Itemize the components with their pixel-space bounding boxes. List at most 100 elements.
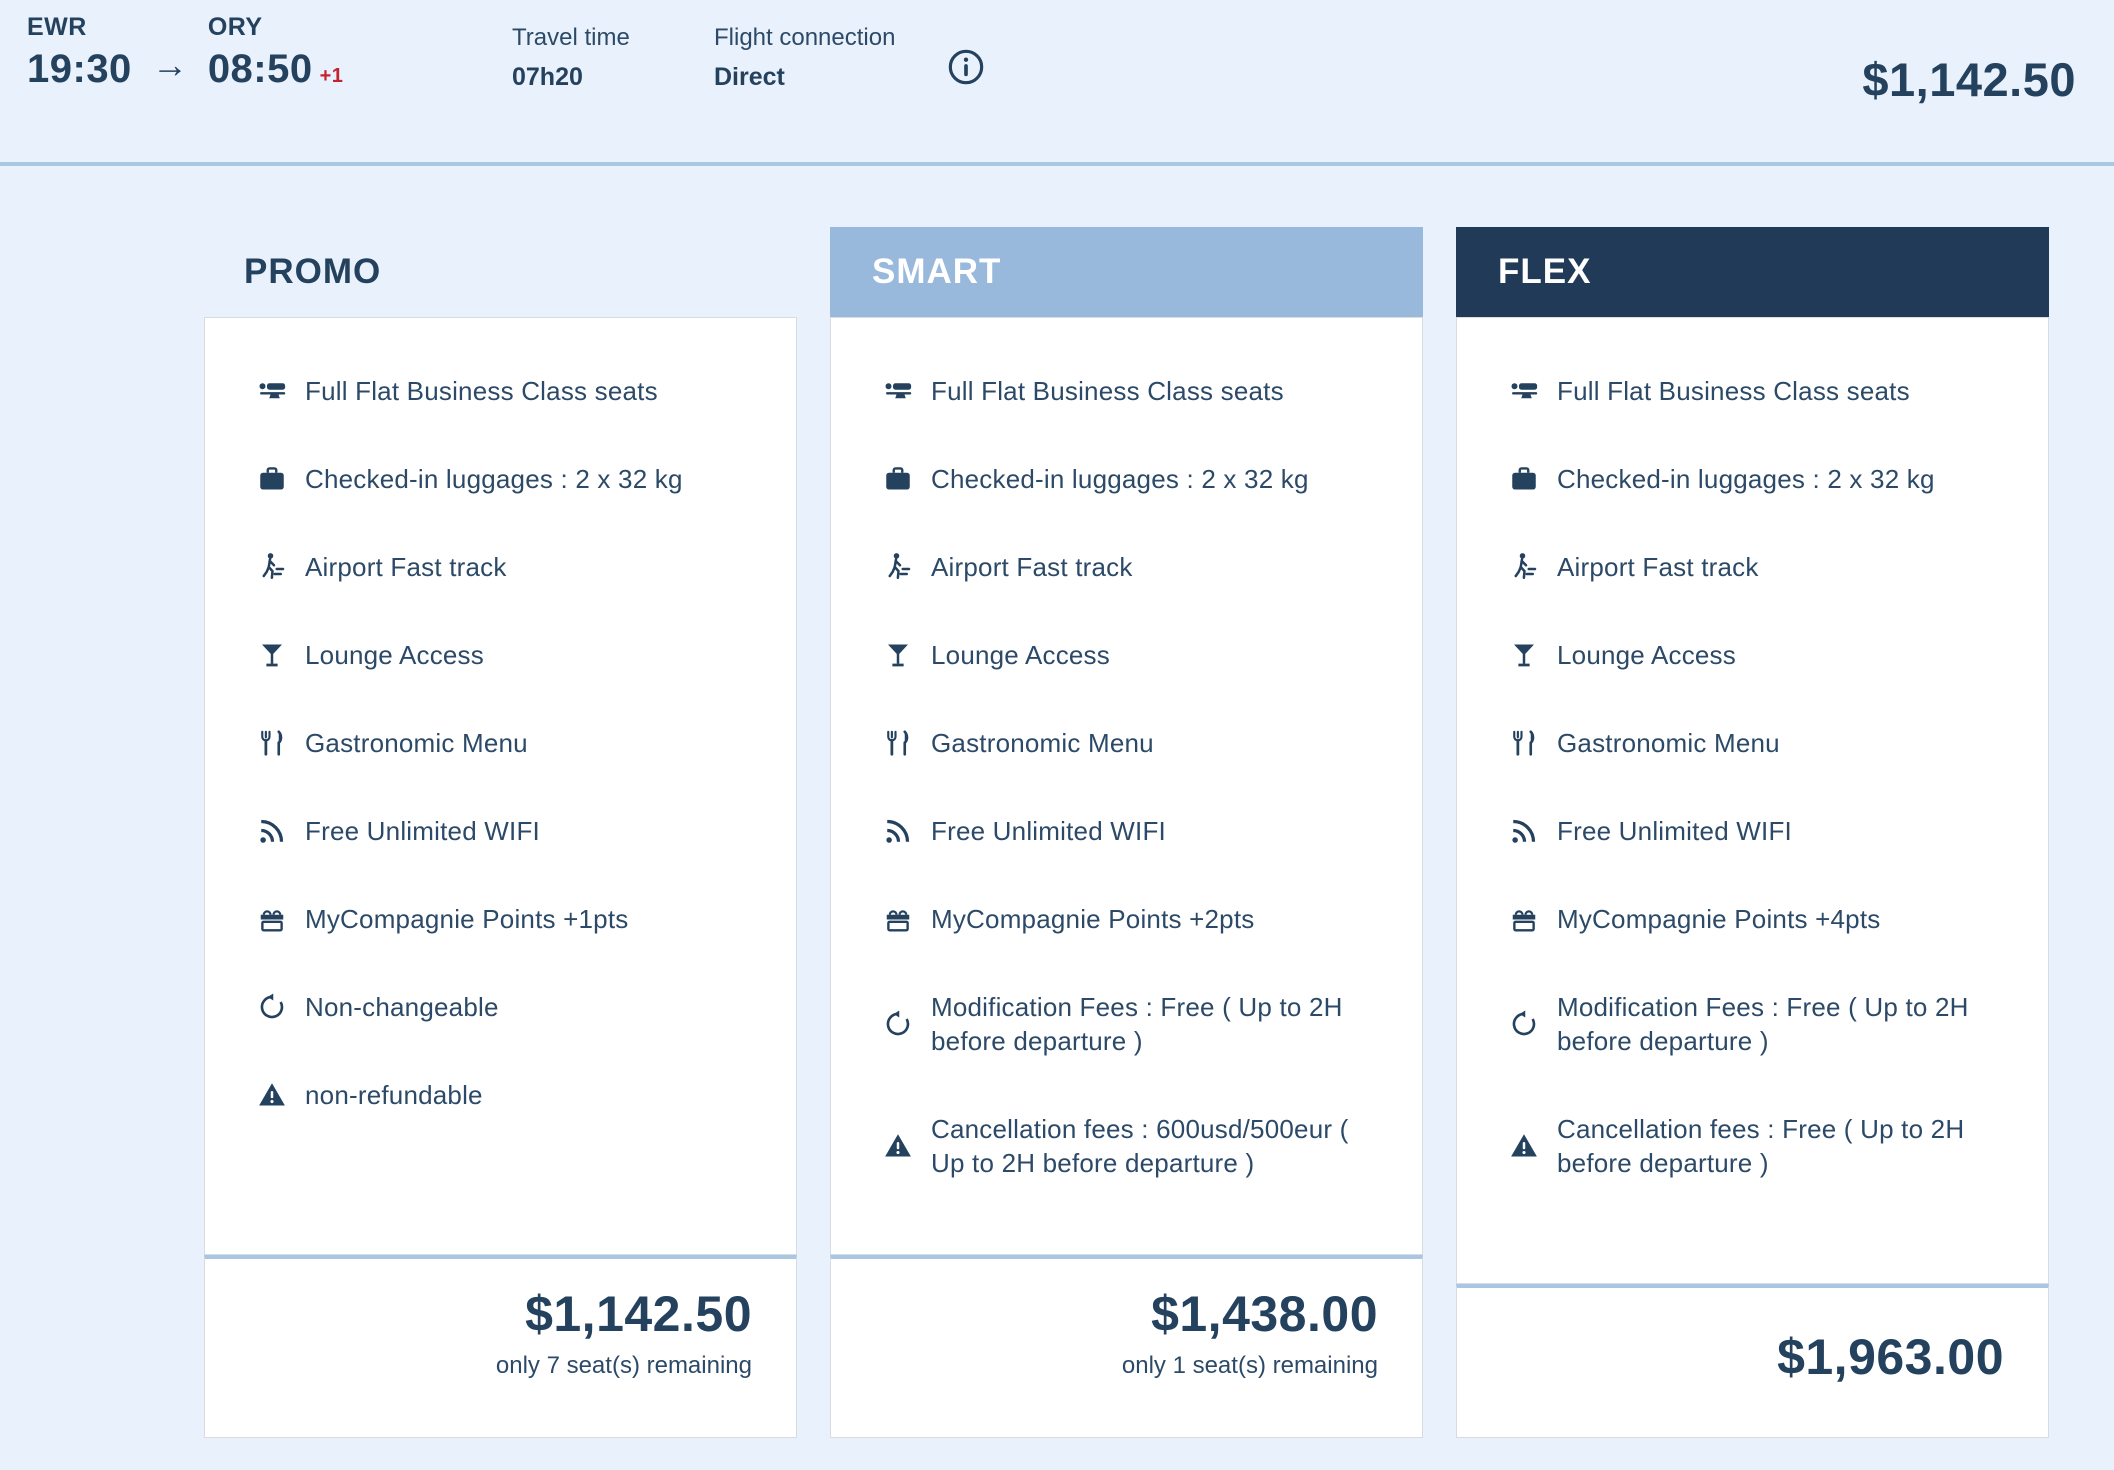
warning-icon xyxy=(883,1131,913,1161)
flight-summary-bar: EWR 19:30 → ORY 08:50 +1 Travel time 07h2… xyxy=(0,0,2114,166)
wifi-icon xyxy=(883,816,913,846)
arrival-time-value: 08:50 xyxy=(207,47,313,91)
feature-list-promo: Full Flat Business Class seats Checked-i… xyxy=(204,317,797,1255)
feature-row: Cancellation fees : 600usd/500eur ( Up t… xyxy=(883,1112,1388,1180)
feature-row: Non-changeable xyxy=(257,990,762,1024)
feature-row: Gastronomic Menu xyxy=(257,726,762,760)
feature-text: Free Unlimited WIFI xyxy=(931,816,1166,846)
route-summary: EWR 19:30 → ORY 08:50 +1 xyxy=(27,13,343,92)
feature-text: Cancellation fees : Free ( Up to 2H befo… xyxy=(1557,1114,1965,1178)
info-icon[interactable] xyxy=(946,47,986,87)
warning-icon xyxy=(1509,1131,1539,1161)
flight-connection-block: Flight connection Direct xyxy=(714,24,895,92)
feature-row: MyCompagnie Points +2pts xyxy=(883,902,1388,936)
feature-text: Gastronomic Menu xyxy=(1557,728,1780,758)
feature-row: Modification Fees : Free ( Up to 2H befo… xyxy=(1509,990,2014,1058)
travel-time-label: Travel time xyxy=(512,24,630,51)
wifi-icon xyxy=(1509,816,1539,846)
feature-row: Cancellation fees : Free ( Up to 2H befo… xyxy=(1509,1112,2014,1180)
flat-seat-icon xyxy=(883,376,913,406)
feature-text: Lounge Access xyxy=(931,640,1110,670)
fare-card-smart[interactable]: SMART Full Flat Business Class seats Che… xyxy=(830,227,1423,1438)
feature-row: Checked-in luggages : 2 x 32 kg xyxy=(1509,462,2014,496)
feature-row: non-refundable xyxy=(257,1078,762,1112)
luggage-icon xyxy=(257,464,287,494)
feature-text: Lounge Access xyxy=(305,640,484,670)
utensils-icon xyxy=(257,728,287,758)
selected-fare-price: $1,142.50 xyxy=(1862,53,2076,106)
feature-list-flex: Full Flat Business Class seats Checked-i… xyxy=(1456,317,2049,1284)
feature-row: Gastronomic Menu xyxy=(1509,726,2014,760)
feature-row: Airport Fast track xyxy=(1509,550,2014,584)
feature-row: Full Flat Business Class seats xyxy=(257,374,762,408)
origin-block: EWR 19:30 xyxy=(27,13,132,92)
feature-row: Airport Fast track xyxy=(883,550,1388,584)
feature-row: Lounge Access xyxy=(883,638,1388,672)
fare-title-smart: SMART xyxy=(830,227,1423,317)
fast-track-icon xyxy=(1509,552,1539,582)
day-offset-badge: +1 xyxy=(319,65,344,87)
destination-code: ORY xyxy=(207,13,263,41)
gift-icon xyxy=(1509,904,1539,934)
seats-remaining: only 1 seat(s) remaining xyxy=(1121,1352,1378,1379)
feature-row: Checked-in luggages : 2 x 32 kg xyxy=(883,462,1388,496)
feature-text: Gastronomic Menu xyxy=(305,728,528,758)
feature-text: MyCompagnie Points +2pts xyxy=(931,904,1255,934)
flat-seat-icon xyxy=(1509,376,1539,406)
price-section-flex: $1,963.00 xyxy=(1456,1284,2049,1438)
wifi-icon xyxy=(257,816,287,846)
feature-row: Free Unlimited WIFI xyxy=(883,814,1388,848)
flight-connection-value: Direct xyxy=(714,63,785,91)
flat-seat-icon xyxy=(257,376,287,406)
feature-text: Free Unlimited WIFI xyxy=(305,816,540,846)
feature-text: Full Flat Business Class seats xyxy=(305,376,658,406)
feature-text: Modification Fees : Free ( Up to 2H befo… xyxy=(1557,992,1969,1056)
feature-text: Free Unlimited WIFI xyxy=(1557,816,1792,846)
feature-text: Lounge Access xyxy=(1557,640,1736,670)
lounge-icon xyxy=(883,640,913,670)
seats-remaining: only 7 seat(s) remaining xyxy=(495,1352,752,1379)
feature-text: Full Flat Business Class seats xyxy=(931,376,1284,406)
arrival-time: 08:50 +1 xyxy=(208,47,344,92)
luggage-icon xyxy=(1509,464,1539,494)
feature-row: Lounge Access xyxy=(257,638,762,672)
fare-card-flex[interactable]: FLEX Full Flat Business Class seats Chec… xyxy=(1456,227,2049,1438)
departure-time: 19:30 xyxy=(27,47,132,91)
feature-text: Checked-in luggages : 2 x 32 kg xyxy=(931,464,1309,494)
feature-text: Checked-in luggages : 2 x 32 kg xyxy=(1557,464,1935,494)
price-section-promo: $1,142.50 only 7 seat(s) remaining xyxy=(204,1255,797,1438)
feature-row: Full Flat Business Class seats xyxy=(1509,374,2014,408)
fare-title-promo: PROMO xyxy=(244,252,382,291)
feature-text: MyCompagnie Points +4pts xyxy=(1557,904,1881,934)
feature-row: Checked-in luggages : 2 x 32 kg xyxy=(257,462,762,496)
feature-text: MyCompagnie Points +1pts xyxy=(305,904,629,934)
feature-row: Free Unlimited WIFI xyxy=(257,814,762,848)
feature-row: MyCompagnie Points +4pts xyxy=(1509,902,2014,936)
feature-text: non-refundable xyxy=(305,1080,483,1110)
feature-row: Airport Fast track xyxy=(257,550,762,584)
feature-text: Gastronomic Menu xyxy=(931,728,1154,758)
feature-text: Full Flat Business Class seats xyxy=(1557,376,1910,406)
feature-row: Free Unlimited WIFI xyxy=(1509,814,2014,848)
feature-text: Airport Fast track xyxy=(931,552,1133,582)
fast-track-icon xyxy=(883,552,913,582)
fare-title-flex: FLEX xyxy=(1456,227,2049,317)
fare-price: $1,142.50 xyxy=(525,1286,752,1342)
route-arrow-icon: → xyxy=(151,44,188,85)
feature-text: Checked-in luggages : 2 x 32 kg xyxy=(305,464,683,494)
travel-time-block: Travel time 07h20 xyxy=(512,24,630,92)
feature-row: Modification Fees : Free ( Up to 2H befo… xyxy=(883,990,1388,1058)
warning-icon xyxy=(257,1080,287,1110)
gift-icon xyxy=(883,904,913,934)
feature-text: Cancellation fees : 600usd/500eur ( Up t… xyxy=(931,1114,1349,1178)
fare-price: $1,438.00 xyxy=(1151,1286,1378,1342)
flight-connection-label: Flight connection xyxy=(714,24,896,51)
fare-price: $1,963.00 xyxy=(1777,1329,2004,1385)
feature-row: Gastronomic Menu xyxy=(883,726,1388,760)
feature-text: Modification Fees : Free ( Up to 2H befo… xyxy=(931,992,1343,1056)
feature-text: Non-changeable xyxy=(305,992,499,1022)
price-section-smart: $1,438.00 only 1 seat(s) remaining xyxy=(830,1255,1423,1438)
fare-card-promo[interactable]: PROMO Full Flat Business Class seats Che… xyxy=(204,227,797,1438)
feature-text: Airport Fast track xyxy=(305,552,507,582)
feature-list-smart: Full Flat Business Class seats Checked-i… xyxy=(830,317,1423,1255)
